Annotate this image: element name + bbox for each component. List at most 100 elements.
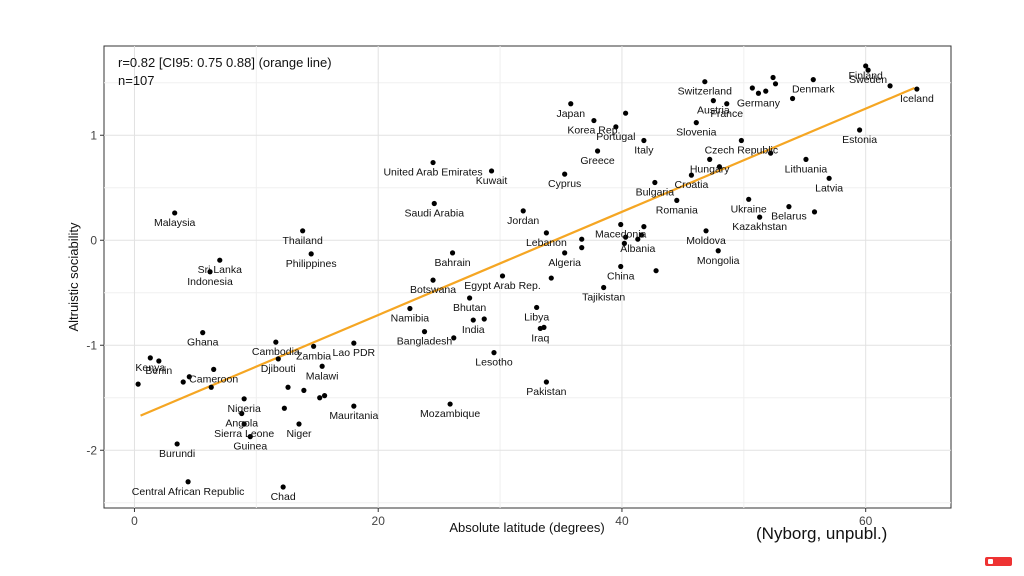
data-point (156, 358, 162, 364)
data-point (186, 374, 192, 380)
point-label: Czech Republic (705, 145, 779, 157)
y-tick-label: -1 (86, 338, 97, 352)
data-point (621, 240, 627, 246)
point-label: Iraq (531, 332, 549, 344)
point-label: Korea Rep. (567, 125, 620, 137)
point-label: Ukraine (731, 203, 767, 215)
data-point (321, 393, 328, 399)
data-point (543, 379, 549, 385)
data-point (786, 204, 792, 210)
point-label: Slovenia (676, 127, 716, 139)
data-point (451, 335, 457, 341)
data-point (613, 124, 619, 130)
point-label: Belarus (771, 211, 807, 223)
data-point (217, 257, 223, 263)
data-point (280, 484, 286, 490)
data-point (688, 172, 695, 178)
data-point (601, 284, 607, 291)
point-label: Ghana (187, 337, 219, 349)
data-point (491, 350, 497, 356)
point-label: Croatia (674, 179, 708, 191)
data-point (185, 479, 191, 485)
data-point (707, 156, 713, 162)
data-point (702, 79, 708, 85)
data-point (865, 67, 871, 73)
data-point (499, 273, 506, 279)
data-point (623, 234, 629, 240)
point-label: Algeria (548, 257, 581, 269)
point-label: Burundi (159, 448, 195, 460)
point-label: Portugal (596, 131, 635, 143)
point-label: Central African Republic (132, 486, 245, 498)
point-label: Thailand (283, 235, 323, 247)
point-label: Lebanon (526, 237, 567, 249)
data-point (772, 81, 779, 87)
point-label: Switzerland (678, 86, 732, 98)
data-point (810, 77, 816, 83)
data-point (738, 137, 744, 144)
point-label: Sri Lanka (198, 264, 243, 276)
data-point (770, 74, 776, 81)
data-point (562, 250, 568, 256)
data-point (241, 396, 247, 402)
subscribe-badge-icon[interactable] (985, 557, 1012, 566)
data-point (200, 330, 206, 336)
point-label: Germany (737, 97, 781, 109)
point-label: Nigeria (228, 403, 261, 415)
point-label: Kazakhstan (732, 221, 787, 233)
data-point (447, 401, 453, 407)
data-point (308, 251, 314, 257)
data-point (641, 224, 647, 230)
data-point (174, 441, 180, 447)
fit-line-group (140, 86, 915, 417)
plot-panel (103, 45, 952, 509)
point-label: Greece (580, 155, 615, 167)
point-label: Malaysia (154, 217, 196, 229)
data-point (147, 355, 153, 361)
data-point (755, 90, 762, 96)
data-point (638, 232, 645, 238)
point-label: Kenya (135, 362, 165, 374)
data-point (520, 208, 526, 214)
data-point (351, 403, 357, 409)
data-point (763, 88, 769, 94)
data-point (914, 86, 920, 92)
point-label: Pakistan (526, 386, 566, 398)
x-axis-title: Absolute latitude (degrees) (449, 520, 604, 535)
point-label: Moldova (686, 235, 726, 247)
data-point (239, 410, 245, 417)
data-point (757, 214, 763, 220)
data-point (548, 275, 554, 281)
data-point (562, 171, 568, 177)
data-point (863, 63, 869, 69)
data-point (211, 366, 217, 372)
data-point (296, 421, 302, 427)
data-point (710, 98, 716, 104)
point-label: Mauritania (329, 410, 378, 422)
point-label: Chad (271, 491, 296, 503)
point-label: Lesotho (475, 357, 513, 369)
data-point (241, 421, 247, 427)
data-point (430, 159, 436, 166)
point-label: Albania (620, 243, 655, 255)
point-label: Saudi Arabia (404, 208, 464, 220)
data-point (674, 197, 680, 203)
data-point (715, 248, 721, 254)
annotation-n: n=107 (118, 73, 155, 88)
data-point (311, 343, 317, 349)
data-point (488, 168, 495, 174)
data-point (724, 101, 730, 107)
fit-line (140, 86, 915, 417)
data-point (543, 230, 549, 236)
point-label: Macedonia (595, 229, 647, 241)
x-tick-label: 0 (131, 514, 138, 528)
data-point (208, 384, 214, 390)
data-point (789, 95, 796, 102)
point-label: Zambia (296, 350, 331, 362)
data-point (449, 250, 456, 256)
data-point (421, 329, 428, 335)
point-label: Botswana (410, 284, 456, 296)
data-point (568, 101, 574, 107)
data-point (887, 83, 893, 89)
